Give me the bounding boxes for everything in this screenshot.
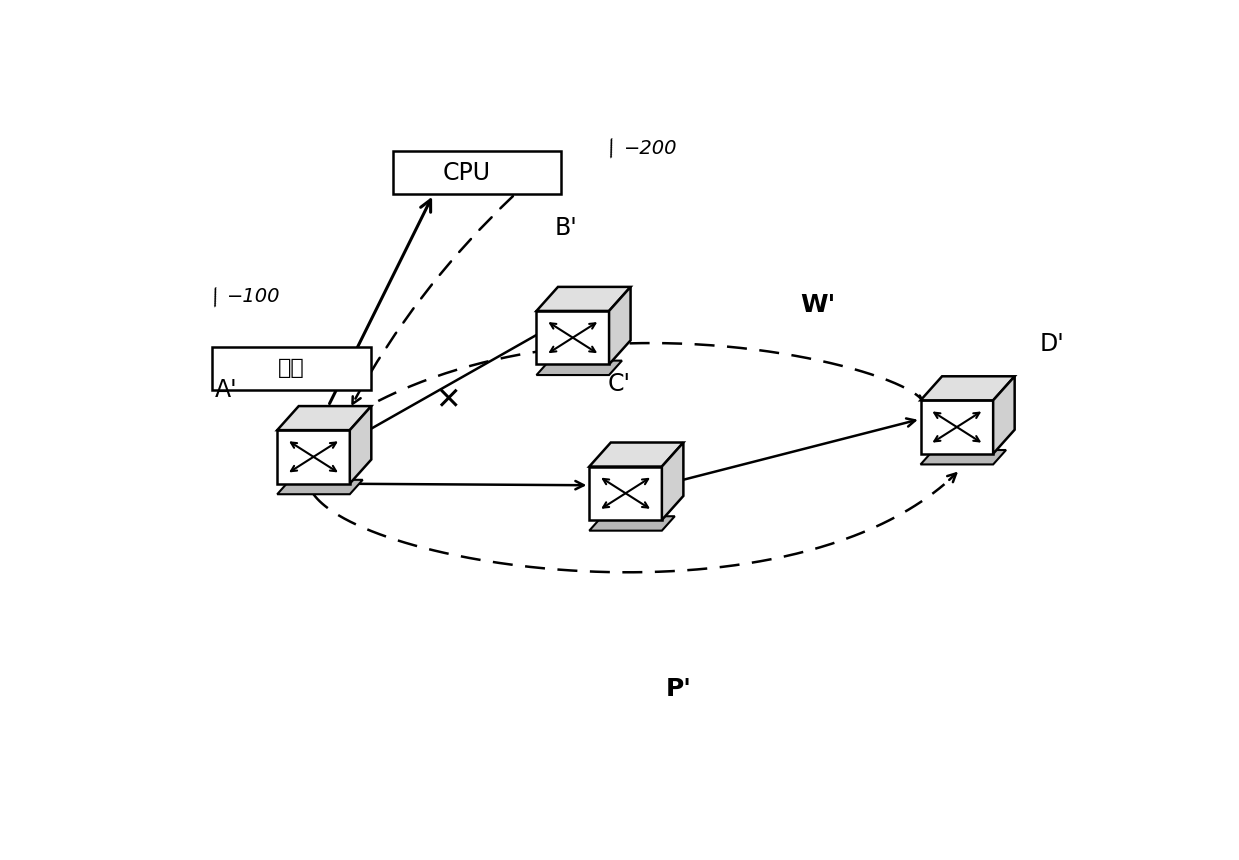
- Polygon shape: [921, 450, 1006, 464]
- Text: /: /: [208, 288, 223, 310]
- Polygon shape: [278, 430, 349, 483]
- Polygon shape: [536, 360, 622, 375]
- FancyBboxPatch shape: [213, 347, 370, 390]
- Polygon shape: [536, 311, 610, 365]
- Text: B': B': [555, 216, 577, 240]
- Text: P': P': [665, 677, 691, 701]
- Text: /: /: [605, 139, 620, 160]
- Text: A': A': [214, 378, 238, 402]
- Polygon shape: [994, 377, 1015, 454]
- Text: D': D': [1040, 332, 1064, 356]
- Polygon shape: [590, 466, 662, 520]
- Text: ✕: ✕: [435, 387, 461, 415]
- Text: W': W': [800, 293, 835, 317]
- Polygon shape: [921, 377, 1015, 400]
- Text: −200: −200: [623, 138, 676, 157]
- Polygon shape: [278, 406, 372, 430]
- Polygon shape: [610, 287, 631, 365]
- Text: −100: −100: [227, 287, 280, 306]
- Polygon shape: [349, 406, 372, 483]
- Polygon shape: [278, 480, 363, 494]
- Polygon shape: [662, 443, 684, 520]
- Polygon shape: [590, 516, 675, 531]
- Polygon shape: [590, 443, 684, 466]
- Text: 芯片: 芯片: [279, 358, 305, 378]
- Polygon shape: [921, 400, 994, 454]
- FancyArrowPatch shape: [352, 196, 513, 404]
- Text: C': C': [607, 372, 631, 396]
- Polygon shape: [536, 287, 631, 311]
- FancyBboxPatch shape: [393, 151, 560, 194]
- Text: CPU: CPU: [444, 161, 491, 185]
